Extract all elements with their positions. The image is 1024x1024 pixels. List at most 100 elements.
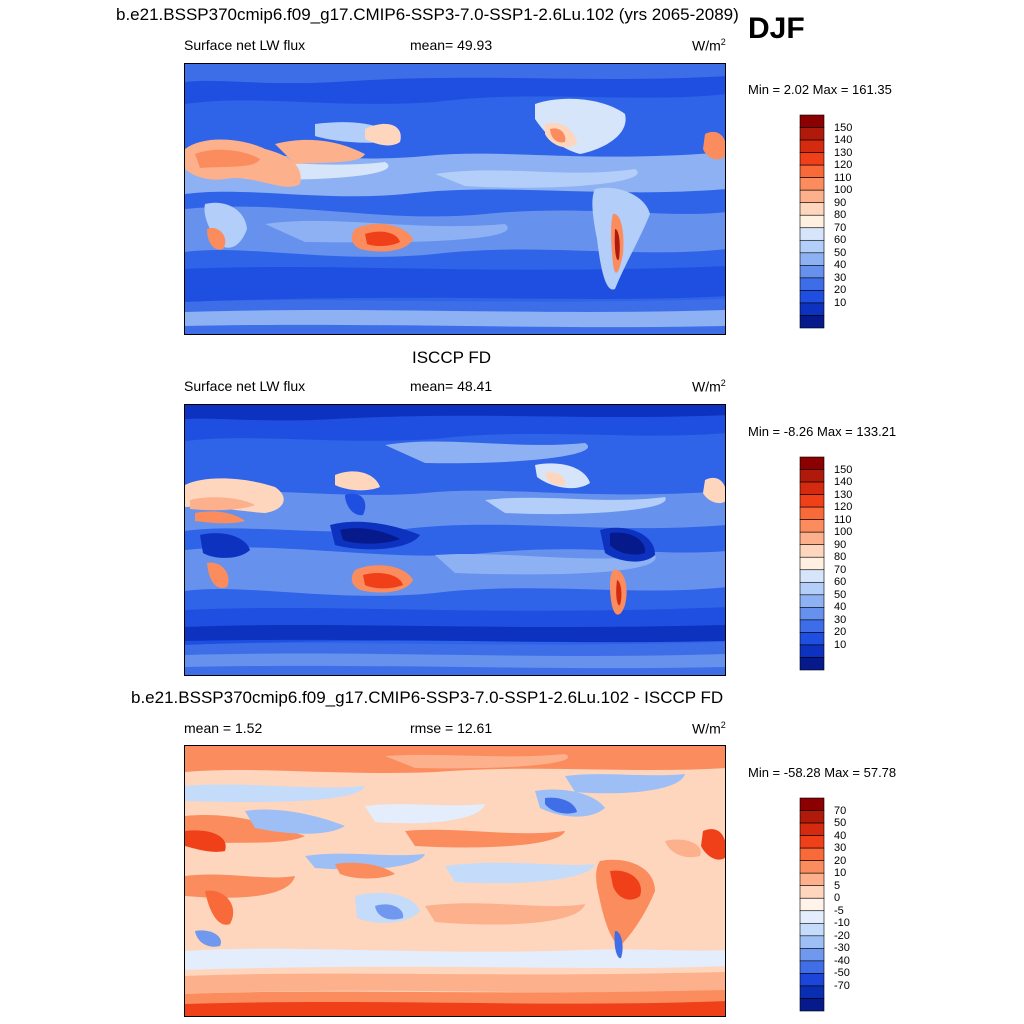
panel1-variable-label: Surface net LW flux (184, 37, 306, 53)
panel1-colorbar-tick-label: 100 (834, 184, 853, 197)
panel2-colorbar-tick-label: 30 (834, 613, 847, 626)
panel3-colorbar-tick-label: -50 (834, 967, 850, 980)
panel3-colorbar-swatch (799, 797, 825, 811)
panel2-colorbar-tick-label: 70 (834, 563, 847, 576)
panel1-colorbar (799, 114, 825, 329)
panel2-colorbar-swatch (799, 657, 825, 671)
panel3-colorbar-tick-label: -20 (834, 929, 850, 942)
panel1-colorbar-tick-label: 40 (834, 259, 847, 272)
panel1-colorbar-swatch (799, 277, 825, 291)
panel1-colorbar-tick-label: 120 (834, 159, 853, 172)
panel3-colorbar-swatch (799, 835, 825, 849)
panel3-colorbar-swatch (799, 948, 825, 962)
panel3-colorbar-swatch (799, 973, 825, 987)
panel1-colorbar-swatch (799, 252, 825, 266)
panel2-colorbar-swatch (799, 581, 825, 596)
panel1-colorbar-swatch (799, 239, 825, 254)
panel2-colorbar-tick-label: 130 (834, 488, 853, 501)
panel3-colorbar-swatch (799, 872, 825, 887)
panel1-colorbar-swatch (799, 214, 825, 229)
panel1-colorbar-swatches (799, 114, 825, 329)
panel3-colorbar-swatch (799, 985, 825, 999)
panel1-colorbar-tick-label: 50 (834, 246, 847, 259)
panel1-colorbar-swatch (799, 189, 825, 204)
panel1-map (184, 63, 726, 335)
panel2-colorbar-swatch (799, 494, 825, 508)
panel3-colorbar-swatch (799, 935, 825, 949)
panel1-colorbar-tick-label: 60 (834, 234, 847, 247)
panel2-colorbar-swatch (799, 531, 825, 546)
panel1-colorbar-tick-label: 80 (834, 209, 847, 222)
panel3-colorbar-swatch (799, 910, 825, 924)
panel2-colorbar-tick-label: 60 (834, 576, 847, 589)
panel3-colorbar-tick-label: -30 (834, 942, 850, 955)
panel2-colorbar-swatch (799, 506, 825, 520)
panel3-colorbar-tick-label: -70 (834, 979, 850, 992)
panel3-colorbar-swatch (799, 998, 825, 1012)
panel2-colorbar-tick-label: 40 (834, 601, 847, 614)
panel1-colorbar-tick-label: 30 (834, 271, 847, 284)
panel1-colorbar-swatch (799, 227, 825, 241)
panel3-colorbar-tick-label: 40 (834, 829, 847, 842)
panel3-rmse-label: rmse = 12.61 (410, 720, 493, 736)
panel1-colorbar-swatch (799, 127, 825, 141)
panel2-colorbar-tick-label: 100 (834, 526, 853, 539)
panel2-colorbar-swatch (799, 481, 825, 495)
panel1-colorbar-tick-label: 20 (834, 284, 847, 297)
panel3-colorbar-tick-label: 20 (834, 854, 847, 867)
panel2-map (184, 404, 726, 676)
panel1-colorbar-swatch (799, 152, 825, 166)
panel1-colorbar-tick-label: 150 (834, 121, 853, 134)
panel1-colorbar-swatch (799, 315, 825, 329)
panel3-map-field (185, 746, 725, 1016)
panel1-colorbar-tick-label: 110 (834, 171, 852, 184)
panel3-units: W/m2 (692, 720, 726, 737)
panel1-colorbar-swatch (799, 302, 825, 316)
panel1-mean-label: mean= 49.93 (410, 37, 493, 53)
panel3-colorbar-tick-label: 10 (834, 867, 847, 880)
panel2-colorbar-swatch (799, 456, 825, 470)
panel3-map (184, 745, 726, 1017)
panel1-units: W/m2 (692, 37, 726, 54)
panel1-colorbar-swatch (799, 114, 825, 128)
season-label: DJF (748, 12, 805, 45)
panel1-colorbar-swatch (799, 139, 825, 153)
panel2-units: W/m2 (692, 378, 726, 395)
panel3-colorbar-swatch (799, 897, 825, 912)
panel2-colorbar-tick-label: 80 (834, 551, 847, 564)
panel2-colorbar-swatch (799, 569, 825, 583)
panel1-colorbar-swatch (799, 290, 825, 304)
panel2-colorbar-swatch (799, 519, 825, 533)
panel3-colorbar-tick-label: -10 (834, 917, 850, 930)
panel2-minmax: Min = -8.26 Max = 133.21 (748, 424, 897, 439)
panel2-colorbar-swatch (799, 607, 825, 621)
panel1-colorbar-swatch (799, 202, 825, 216)
panel2-colorbar-swatch (799, 544, 825, 558)
panel2-mean-label: mean= 48.41 (410, 378, 493, 394)
panel1-colorbar-swatch (799, 164, 825, 178)
panel3-colorbar-swatch (799, 847, 825, 861)
panel2-colorbar-tick-label: 10 (834, 638, 847, 651)
panel2-colorbar-swatches (799, 456, 825, 671)
panel3-colorbar-tick-label: 5 (834, 879, 841, 892)
panel3-colorbar-swatch (799, 922, 825, 937)
panel3-colorbar (799, 797, 825, 1012)
panel2-colorbar-tick-label: 90 (834, 538, 847, 551)
panel2-colorbar-tick-label: 150 (834, 463, 853, 476)
panel2-map-field (185, 405, 725, 675)
panel1-colorbar-tick-label: 10 (834, 296, 847, 309)
panel1-colorbar-tick-label: 130 (834, 146, 853, 159)
panel2-colorbar-tick-label: 140 (834, 476, 853, 489)
panel1-colorbar-swatch (799, 177, 825, 191)
panel3-colorbar-swatches (799, 797, 825, 1012)
panel1-minmax: Min = 2.02 Max = 161.35 (748, 82, 892, 97)
panel3-title: b.e21.BSSP370cmip6.f09_g17.CMIP6-SSP3-7.… (131, 688, 724, 707)
panel3-colorbar-swatch (799, 822, 825, 836)
panel2-colorbar-tick-label: 110 (834, 513, 852, 526)
panel2-colorbar-tick-label: 120 (834, 501, 853, 514)
panel3-minmax: Min = -58.28 Max = 57.78 (748, 765, 897, 780)
panel2-colorbar (799, 456, 825, 671)
panel2-colorbar-swatch (799, 556, 825, 571)
panel1-colorbar-tick-label: 90 (834, 196, 847, 209)
panel2-title: ISCCP FD (412, 348, 492, 367)
